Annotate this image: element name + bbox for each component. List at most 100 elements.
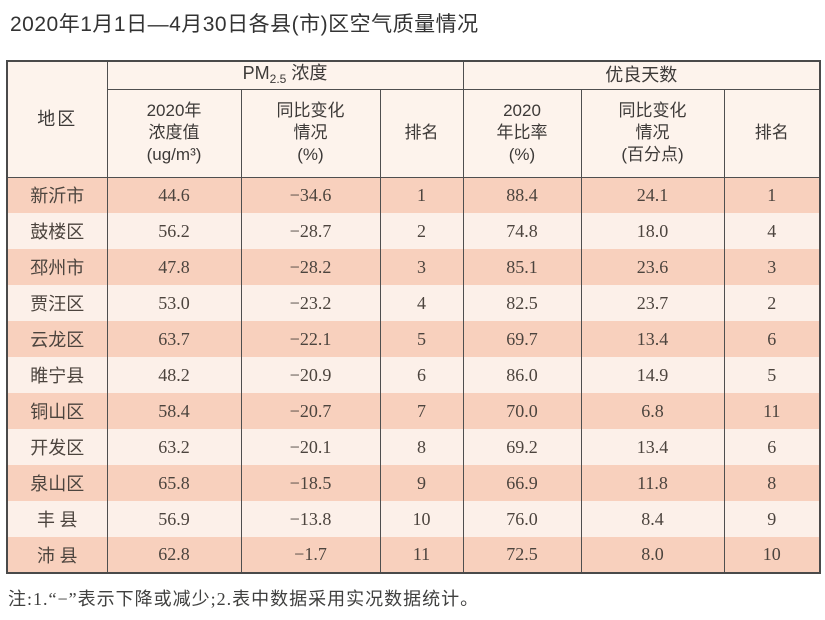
- cell-pm-rank: 10: [379, 501, 464, 537]
- cell-gd-ratio: 74.8: [462, 213, 582, 249]
- cell-gd-rank: 9: [723, 501, 821, 537]
- cell-pm-value: 62.8: [106, 537, 242, 573]
- header-line: 2020: [503, 100, 541, 120]
- footnote: 注:1.“−”表示下降或减少;2.表中数据采用实况数据统计。: [8, 589, 480, 609]
- column-header-pm-value: 2020年 浓度值 (ug/m³): [106, 88, 242, 178]
- cell-gd-change: 11.8: [580, 465, 725, 501]
- table-group-header-row: 地区 PM2.5 浓度 优良天数: [6, 60, 821, 178]
- table-row: 云龙区 63.7 −22.1 5 69.7 13.4 6: [6, 321, 821, 357]
- cell-pm-value: 56.2: [106, 213, 242, 249]
- cell-gd-ratio: 88.4: [462, 177, 582, 213]
- cell-region: 沛 县: [6, 537, 108, 573]
- cell-region: 云龙区: [6, 321, 108, 357]
- cell-gd-rank: 4: [723, 213, 821, 249]
- cell-gd-rank: 11: [723, 393, 821, 429]
- cell-pm-rank: 3: [379, 249, 464, 285]
- cell-pm-change: −23.2: [240, 285, 381, 321]
- cell-pm-rank: 7: [379, 393, 464, 429]
- table-body: 新沂市 44.6 −34.6 1 88.4 24.1 1 鼓楼区 56.2 −28.7 2 74.8 1…: [6, 177, 821, 573]
- cell-gd-rank: 6: [723, 429, 821, 465]
- header-line: (%): [297, 145, 324, 165]
- table-row: 沛 县 62.8 −1.7 11 72.5 8.0 10: [6, 537, 821, 573]
- cell-gd-change: 18.0: [580, 213, 725, 249]
- header-line: 年比率: [496, 122, 548, 142]
- cell-pm-value: 56.9: [106, 501, 242, 537]
- header-line: 同比变化: [276, 100, 345, 120]
- table-row: 泉山区 65.8 −18.5 9 66.9 11.8 8: [6, 465, 821, 501]
- cell-pm-rank: 5: [379, 321, 464, 357]
- cell-pm-change: −34.6: [240, 177, 381, 213]
- cell-pm-rank: 4: [379, 285, 464, 321]
- cell-gd-ratio: 69.7: [462, 321, 582, 357]
- cell-gd-ratio: 69.2: [462, 429, 582, 465]
- table-row: 铜山区 58.4 −20.7 7 70.0 6.8 11: [6, 393, 821, 429]
- cell-gd-change: 23.7: [580, 285, 725, 321]
- cell-pm-value: 53.0: [106, 285, 242, 321]
- cell-gd-change: 13.4: [580, 429, 725, 465]
- cell-gd-ratio: 85.1: [462, 249, 582, 285]
- cell-gd-ratio: 82.5: [462, 285, 582, 321]
- table-header: 地区 PM2.5 浓度 优良天数 2020年 浓度值 (ug/m³) 同比变化 情…: [6, 60, 821, 178]
- pm25-label-prefix: PM: [242, 63, 270, 84]
- cell-pm-rank: 11: [379, 537, 464, 573]
- air-quality-table: 地区 PM2.5 浓度 优良天数 2020年 浓度值 (ug/m³) 同比变化 情…: [6, 60, 821, 574]
- cell-pm-value: 58.4: [106, 393, 242, 429]
- cell-gd-change: 24.1: [580, 177, 725, 213]
- cell-region: 丰 县: [6, 501, 108, 537]
- header-line: 同比变化: [618, 100, 687, 120]
- column-header-gd-rank: 排名: [723, 88, 821, 178]
- cell-pm-change: −18.5: [240, 465, 381, 501]
- cell-pm-change: −1.7: [240, 537, 381, 573]
- table-row: 邳州市 47.8 −28.2 3 85.1 23.6 3: [6, 249, 821, 285]
- cell-pm-change: −20.1: [240, 429, 381, 465]
- cell-gd-rank: 2: [723, 285, 821, 321]
- cell-region: 贾汪区: [6, 285, 108, 321]
- cell-gd-change: 23.6: [580, 249, 725, 285]
- header-line: (ug/m³): [146, 145, 202, 165]
- cell-pm-value: 44.6: [106, 177, 242, 213]
- column-header-gd-ratio: 2020 年比率 (%): [462, 88, 582, 178]
- pm25-label-subscript: 2.5: [269, 72, 287, 87]
- cell-pm-rank: 6: [379, 357, 464, 393]
- cell-gd-rank: 1: [723, 177, 821, 213]
- cell-region: 新沂市: [6, 177, 108, 213]
- table-row: 鼓楼区 56.2 −28.7 2 74.8 18.0 4: [6, 213, 821, 249]
- cell-pm-change: −28.2: [240, 249, 381, 285]
- cell-gd-rank: 6: [723, 321, 821, 357]
- cell-pm-rank: 2: [379, 213, 464, 249]
- cell-gd-change: 6.8: [580, 393, 725, 429]
- cell-region: 开发区: [6, 429, 108, 465]
- cell-pm-value: 65.8: [106, 465, 242, 501]
- cell-pm-rank: 1: [379, 177, 464, 213]
- header-line: (百分点): [621, 145, 684, 165]
- cell-pm-value: 63.7: [106, 321, 242, 357]
- page-title: 2020年1月1日—4月30日各县(市)区空气质量情况: [10, 13, 479, 36]
- cell-gd-rank: 8: [723, 465, 821, 501]
- cell-pm-change: −13.8: [240, 501, 381, 537]
- table-row: 开发区 63.2 −20.1 8 69.2 13.4 6: [6, 429, 821, 465]
- column-header-pm-change: 同比变化 情况 (%): [240, 88, 381, 178]
- header-line: 情况: [293, 122, 328, 142]
- cell-pm-change: −20.7: [240, 393, 381, 429]
- table-row: 贾汪区 53.0 −23.2 4 82.5 23.7 2: [6, 285, 821, 321]
- cell-pm-change: −20.9: [240, 357, 381, 393]
- column-group-good-days: 优良天数: [462, 60, 821, 90]
- table-sub-header-row: 2020年 浓度值 (ug/m³) 同比变化 情况 (%) 排名 2020 年比…: [7, 88, 821, 178]
- cell-gd-ratio: 86.0: [462, 357, 582, 393]
- cell-gd-ratio: 72.5: [462, 537, 582, 573]
- header-line: 浓度值: [148, 122, 200, 142]
- cell-gd-change: 14.9: [580, 357, 725, 393]
- pm25-label-suffix: 浓度: [291, 63, 328, 84]
- column-group-pm25: PM2.5 浓度: [106, 60, 464, 90]
- table-row: 睢宁县 48.2 −20.9 6 86.0 14.9 5: [6, 357, 821, 393]
- column-header-gd-change: 同比变化 情况 (百分点): [580, 88, 725, 178]
- cell-pm-change: −28.7: [240, 213, 381, 249]
- cell-gd-change: 8.0: [580, 537, 725, 573]
- cell-region: 泉山区: [6, 465, 108, 501]
- cell-gd-ratio: 70.0: [462, 393, 582, 429]
- cell-region: 铜山区: [6, 393, 108, 429]
- cell-gd-ratio: 76.0: [462, 501, 582, 537]
- header-line: 2020年: [146, 100, 202, 120]
- table-row: 新沂市 44.6 −34.6 1 88.4 24.1 1: [6, 177, 821, 213]
